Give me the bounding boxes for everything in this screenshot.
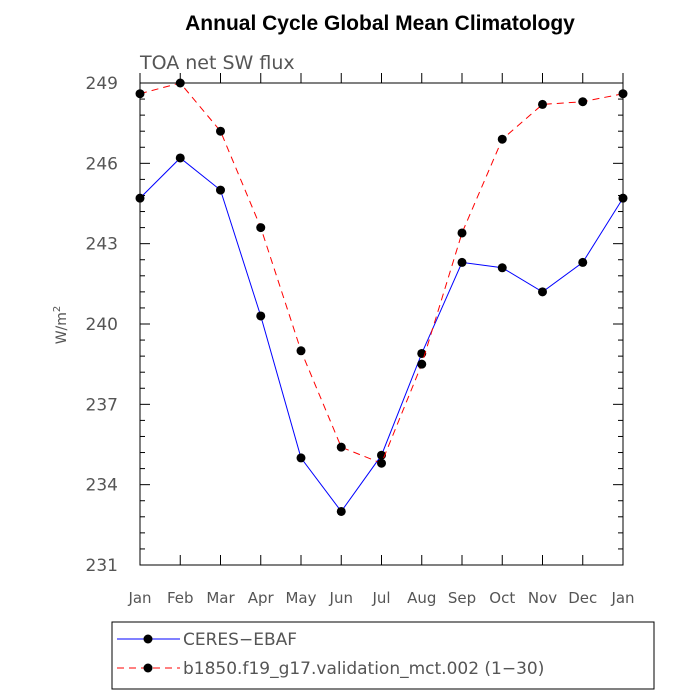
y-tick-label: 231 xyxy=(86,556,118,576)
data-point-s1-10 xyxy=(538,99,547,109)
x-axis-top-ticks xyxy=(139,73,624,83)
data-point-s1-8 xyxy=(457,228,467,238)
x-tick-label: Jan xyxy=(127,589,151,607)
legend-item-ceres: CERES−EBAF xyxy=(117,630,297,650)
y-tick-label: 243 xyxy=(86,235,118,255)
data-point-s1-7 xyxy=(417,359,427,369)
x-tick-label: Sep xyxy=(448,589,476,607)
data-point-s0-9 xyxy=(497,263,507,273)
data-point-s0-11 xyxy=(578,257,588,267)
data-point-s1-4 xyxy=(296,346,306,356)
legend: CERES−EBAF b1850.f19_g17.validation_mct.… xyxy=(111,621,655,690)
series-line-1 xyxy=(139,82,624,464)
x-tick-label: Jun xyxy=(329,589,353,607)
legend-label-ceres: CERES−EBAF xyxy=(183,630,297,650)
x-tick-label: Dec xyxy=(568,589,597,607)
y-axis: 231 234 237 240 243 246 249 xyxy=(86,74,623,576)
x-tick-label: Oct xyxy=(489,589,515,607)
plot-frame xyxy=(139,82,624,566)
y-tick-label: 249 xyxy=(86,74,118,94)
y-tick-label: 237 xyxy=(86,395,118,415)
data-point-s1-2 xyxy=(216,126,225,136)
y-tick-label: 234 xyxy=(86,476,118,496)
x-tick-label: Jan xyxy=(610,589,634,607)
x-axis: Jan Feb Mar Apr May Jun Jul Aug Sep Oct Nov Dec Jan xyxy=(127,555,635,607)
x-tick-label: Feb xyxy=(167,589,194,607)
data-point-s0-10 xyxy=(538,287,547,297)
y-axis-label-superscript: 2 xyxy=(52,306,63,312)
data-point-s1-5 xyxy=(336,442,346,452)
data-point-s0-5 xyxy=(336,506,346,516)
x-tick-label: May xyxy=(285,589,316,607)
legend-marker-ceres xyxy=(143,634,153,644)
x-tick-label: Apr xyxy=(248,589,275,607)
y-tick-label: 246 xyxy=(86,154,118,174)
data-point-s0-4 xyxy=(296,453,306,463)
legend-label-model: b1850.f19_g17.validation_mct.002 (1−30) xyxy=(183,659,544,679)
data-point-s1-11 xyxy=(578,97,588,107)
data-point-s1-9 xyxy=(497,134,507,144)
data-point-s0-2 xyxy=(216,185,225,195)
legend-item-model: b1850.f19_g17.validation_mct.002 (1−30) xyxy=(117,659,544,679)
chart-title: Annual Cycle Global Mean Climatology xyxy=(185,12,575,35)
data-point-s0-8 xyxy=(457,257,467,267)
y-tick-label: 240 xyxy=(86,315,118,335)
x-tick-label: Nov xyxy=(528,589,557,607)
chart-subtitle: TOA net SW flux xyxy=(139,52,295,74)
data-point-s0-3 xyxy=(256,311,266,321)
data-point-s1-6 xyxy=(377,458,386,468)
data-point-s1-3 xyxy=(256,223,266,233)
data-point-s0-1 xyxy=(175,153,185,163)
x-tick-label: Aug xyxy=(407,589,436,607)
x-tick-label: Mar xyxy=(206,589,235,607)
y-axis-label: W/m2 xyxy=(52,306,70,345)
legend-marker-model xyxy=(143,663,153,673)
legend-box xyxy=(111,621,655,690)
series-layer xyxy=(135,78,628,516)
x-tick-label: Jul xyxy=(371,589,390,607)
